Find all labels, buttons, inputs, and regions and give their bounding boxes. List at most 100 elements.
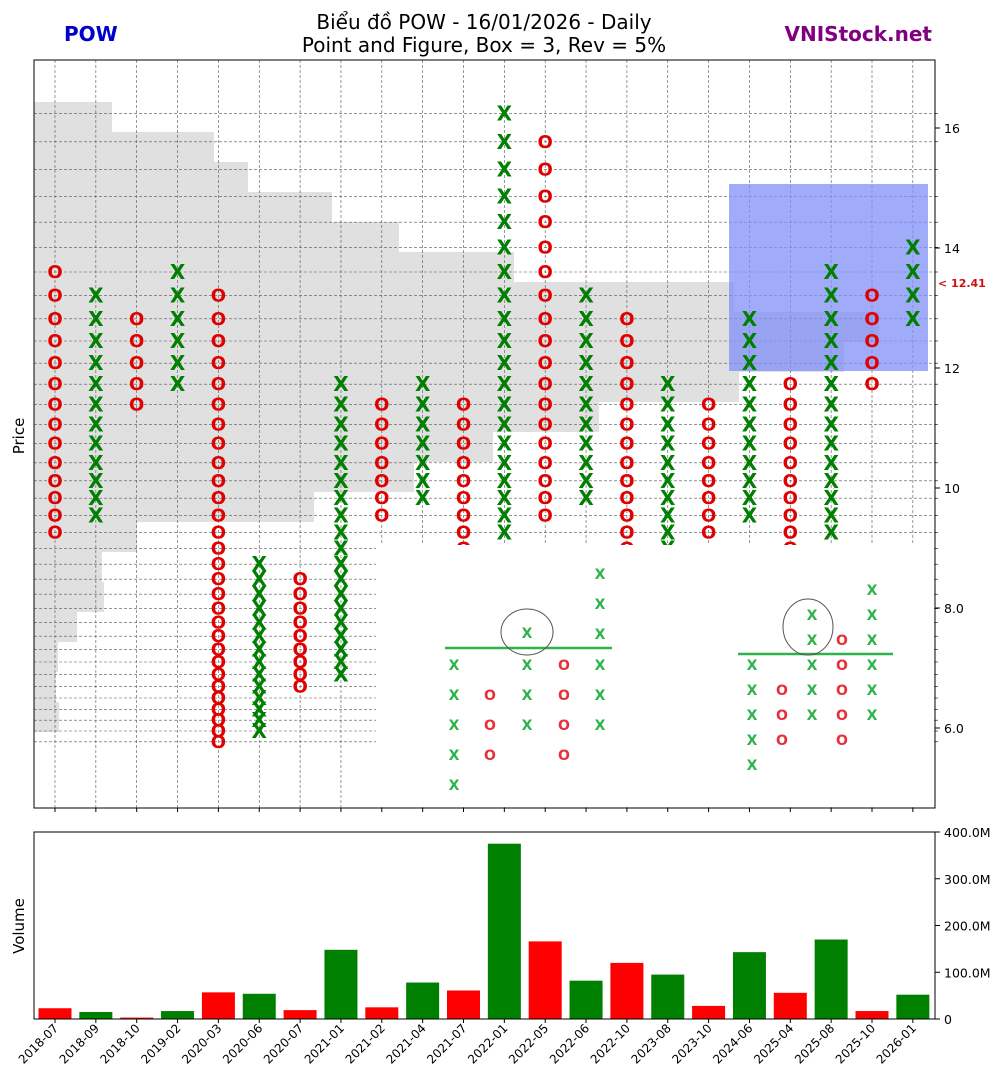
x-mark: X <box>252 597 268 621</box>
x-mark: X <box>823 329 839 353</box>
x-mark: X <box>823 432 839 456</box>
x-mark: X <box>823 351 839 375</box>
x-mark: X <box>497 260 513 284</box>
o-mark: O <box>211 374 226 395</box>
o-mark: O <box>211 395 226 416</box>
volume-tick-label: 100.0M <box>944 965 991 980</box>
o-mark: O <box>211 554 226 575</box>
o-mark: O <box>211 453 226 474</box>
inset-x-mark: X <box>595 718 606 734</box>
x-mark: X <box>497 351 513 375</box>
volume-tick-label: 0 <box>944 1012 952 1027</box>
x-mark: X <box>252 650 268 674</box>
x-mark: X <box>578 307 594 331</box>
profile-bar <box>34 402 599 432</box>
x-mark: X <box>497 372 513 396</box>
inset-x-mark: X <box>807 608 818 624</box>
o-mark: O <box>47 453 62 474</box>
o-mark: O <box>701 488 716 509</box>
o-mark: O <box>374 506 389 527</box>
o-mark: O <box>211 665 226 686</box>
price-tick-label: 14 <box>944 241 960 256</box>
pf-columns: OOOOOOOOOOOOOOXXXXXXXXXXXXOOOOOXXXXXXOOO… <box>47 102 921 753</box>
x-mark: X <box>742 351 758 375</box>
x-mark: X <box>252 637 268 661</box>
x-mark: X <box>170 260 186 284</box>
x-mark: X <box>497 451 513 475</box>
x-mark: X <box>415 469 431 493</box>
x-mark: X <box>88 329 104 353</box>
x-mark: X <box>497 504 513 528</box>
profile-bar <box>34 162 248 192</box>
inset-x-mark: X <box>522 626 533 642</box>
x-mark: X <box>742 469 758 493</box>
o-mark: O <box>538 471 553 492</box>
date-tick-label: 2022-10 <box>588 1021 633 1066</box>
pattern-illustration: XXXXXOOOXXXXOOOOXXXXXXXXXXXOOOXXXXXOOOOO… <box>376 545 932 807</box>
o-mark: O <box>701 453 716 474</box>
o-mark: O <box>129 309 144 330</box>
x-mark: X <box>823 393 839 417</box>
profile-bar <box>34 462 414 492</box>
volume-bar <box>855 1011 889 1019</box>
o-mark: O <box>538 453 553 474</box>
o-mark: O <box>538 434 553 455</box>
x-mark: X <box>333 637 349 661</box>
o-mark: O <box>47 374 62 395</box>
o-mark: O <box>783 395 798 416</box>
x-mark: X <box>333 610 349 634</box>
x-mark: X <box>497 283 513 307</box>
x-mark: X <box>415 432 431 456</box>
profile-bar <box>34 642 58 672</box>
o-mark: O <box>701 414 716 435</box>
x-mark: X <box>578 469 594 493</box>
volume-bar <box>242 993 276 1019</box>
o-mark: O <box>211 353 226 374</box>
o-mark: O <box>47 434 62 455</box>
o-mark: O <box>211 309 226 330</box>
x-mark: X <box>497 520 513 544</box>
x-mark: X <box>742 329 758 353</box>
x-mark: X <box>660 372 676 396</box>
o-mark: O <box>47 488 62 509</box>
o-mark: O <box>538 132 553 153</box>
o-mark: O <box>211 639 226 660</box>
o-mark: O <box>619 353 634 374</box>
o-mark: O <box>538 237 553 258</box>
volume-axis: 0 100.0M 200.0M 300.0M 400.0M <box>935 825 991 1027</box>
profile-bar <box>34 252 514 282</box>
volume-tick-label: 300.0M <box>944 872 991 887</box>
x-mark: X <box>660 393 676 417</box>
date-tick-label: 2021-01 <box>302 1021 347 1066</box>
o-mark: O <box>456 488 471 509</box>
x-mark: X <box>333 372 349 396</box>
x-mark: X <box>578 412 594 436</box>
o-mark: O <box>211 331 226 352</box>
o-mark: O <box>211 488 226 509</box>
o-mark: O <box>456 414 471 435</box>
x-mark: X <box>497 432 513 456</box>
x-mark: X <box>823 372 839 396</box>
o-mark: O <box>374 434 389 455</box>
o-mark: O <box>129 331 144 352</box>
inset-o-mark: O <box>776 683 788 699</box>
o-mark: O <box>538 395 553 416</box>
x-mark: X <box>88 504 104 528</box>
o-mark: O <box>783 434 798 455</box>
chart-title-line1: Biểu đồ POW - 16/01/2026 - Daily <box>316 10 651 34</box>
volume-bar <box>896 994 930 1019</box>
o-mark: O <box>619 471 634 492</box>
x-mark: X <box>252 719 268 743</box>
profile-bar <box>34 672 56 702</box>
o-mark: O <box>374 414 389 435</box>
x-mark: X <box>497 469 513 493</box>
chart-title-line2: Point and Figure, Box = 3, Rev = 5% <box>302 33 666 57</box>
x-mark: X <box>497 130 513 154</box>
volume-bar <box>365 1007 399 1019</box>
profile-bar <box>34 102 112 132</box>
inset-o-mark: O <box>836 633 848 649</box>
o-mark: O <box>211 612 226 633</box>
o-mark: O <box>374 453 389 474</box>
o-mark: O <box>538 262 553 283</box>
date-tick-label: 2021-07 <box>424 1021 469 1066</box>
